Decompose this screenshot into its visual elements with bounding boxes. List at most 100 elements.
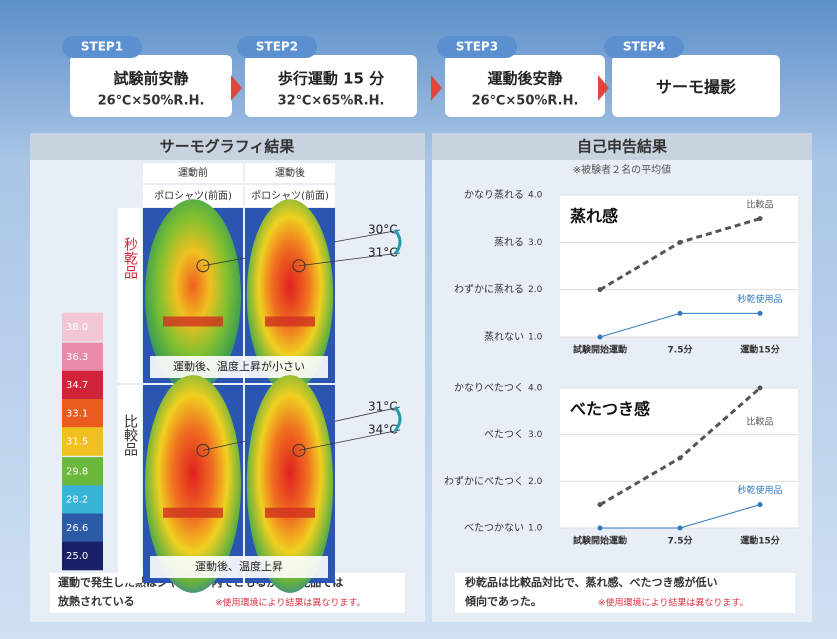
series-point (677, 310, 683, 316)
step-label: STEP1 (81, 40, 123, 54)
step-label: STEP3 (456, 40, 498, 54)
y-tick-name: 蒸れない (484, 331, 524, 343)
series-point (677, 239, 683, 245)
survey-footer-box (455, 573, 795, 613)
step-box (445, 55, 605, 117)
left-header (30, 133, 425, 160)
series-point (757, 310, 763, 316)
column-header (245, 163, 335, 183)
thermal-body (246, 199, 334, 392)
series-name: 比較品 (746, 199, 773, 211)
chart-title: 蒸れ感 (570, 207, 618, 226)
y-tick-name: かなり蒸れる (464, 189, 524, 201)
scale-band (62, 485, 103, 514)
x-tick-label: 試験開始運動 (573, 344, 627, 356)
step-condition: 32℃×65%R.H. (278, 94, 385, 109)
garment-label: ポロシャツ(前面) (154, 189, 232, 202)
series-point (597, 287, 603, 293)
survey-subtitle: ※被験者２名の平均値 (573, 163, 671, 176)
temperature: 31°C (368, 246, 398, 260)
y-tick-label: 4.0 (528, 384, 543, 394)
caption-box (150, 556, 328, 578)
thermal-body (145, 199, 241, 392)
y-tick-label: 1.0 (528, 524, 543, 534)
caption: 運動後、温度上昇 (195, 559, 283, 573)
scale-band (62, 342, 103, 372)
y-tick-name: べたつかない (464, 522, 524, 534)
series-point (757, 216, 763, 222)
scale-label: 29.8 (66, 466, 88, 477)
step-title: サーモ撮影 (656, 78, 736, 97)
measure-point (196, 443, 210, 457)
scale-band (62, 370, 103, 400)
series-point (597, 334, 603, 340)
step-pill (62, 36, 142, 58)
step-pill (237, 36, 317, 58)
temperature: 30°C (368, 223, 398, 237)
x-tick-label: 運動15分 (740, 344, 780, 356)
step-pill (604, 36, 684, 58)
y-tick-label: 2.0 (528, 285, 543, 295)
scale-band (62, 457, 103, 486)
thermo-footer: 放熱されている (57, 594, 135, 608)
column-header (143, 163, 243, 183)
survey-footer: 秒乾品は比較品対比で、蒸れ感、べたつき感が低い (465, 575, 718, 589)
x-tick-label: 7.5分 (668, 344, 693, 356)
scale-band (62, 427, 103, 456)
survey-note: ※使用環境により結果は異なります。 (598, 597, 748, 609)
step-arrow (231, 75, 242, 101)
step-title: 歩行運動 15 分 (278, 70, 384, 88)
thermo-title: サーモグラフィ結果 (160, 138, 296, 156)
step-title: 試験前安静 (113, 70, 188, 88)
step-arrow (431, 75, 442, 101)
step-box (612, 55, 780, 117)
step-arrow (598, 75, 609, 101)
y-tick-label: 2.0 (528, 477, 543, 487)
y-tick-name: わずかに蒸れる (454, 284, 524, 296)
thermo-note: ※使用環境により結果は異なります。 (215, 597, 365, 609)
step-label: STEP2 (256, 40, 298, 54)
x-tick-label: 試験開始運動 (573, 535, 627, 547)
belt (163, 316, 223, 327)
series-name: 秒乾使用品 (737, 484, 782, 496)
y-tick-label: 4.0 (528, 191, 543, 201)
y-tick-label: 3.0 (528, 430, 543, 440)
callout-line (298, 429, 401, 451)
y-tick-label: 3.0 (528, 238, 543, 248)
step-box (70, 55, 232, 117)
measure-point (292, 259, 306, 273)
belt (265, 507, 315, 518)
series-point (597, 525, 603, 531)
series-point (597, 502, 603, 508)
chart-title: べたつき感 (570, 400, 650, 419)
right-header (432, 133, 812, 160)
step-condition: 26℃×50%R.H. (98, 94, 205, 109)
garment-header (143, 185, 243, 207)
scale-label: 31.5 (66, 437, 88, 448)
measure-point (292, 443, 306, 457)
survey-title: 自己申告結果 (577, 138, 668, 156)
y-tick-label: 1.0 (528, 333, 543, 343)
row-label: 秒乾品 (122, 237, 138, 279)
survey-footer: 傾向であった。 (464, 594, 542, 608)
y-tick-name: べたつく (484, 429, 524, 441)
column-label: 運動前 (178, 166, 208, 179)
y-tick-name: わずかにべたつく (444, 475, 524, 487)
scale-band (62, 541, 103, 571)
series-point (677, 525, 683, 531)
step-pill (437, 36, 517, 58)
series-point (757, 502, 763, 508)
scale-band (62, 312, 103, 342)
series-point (677, 455, 683, 461)
scale-label: 25.0 (66, 551, 88, 562)
callout-line (298, 252, 401, 267)
x-tick-label: 運動15分 (740, 535, 780, 547)
y-tick-name: かなりべたつく (454, 382, 524, 394)
change-arrow (393, 406, 402, 432)
step-title: 運動後安静 (487, 70, 562, 88)
belt (163, 507, 223, 518)
scale-label: 28.2 (66, 495, 88, 506)
temperature: 31°C (368, 400, 398, 414)
column-label: 運動後 (275, 166, 305, 179)
